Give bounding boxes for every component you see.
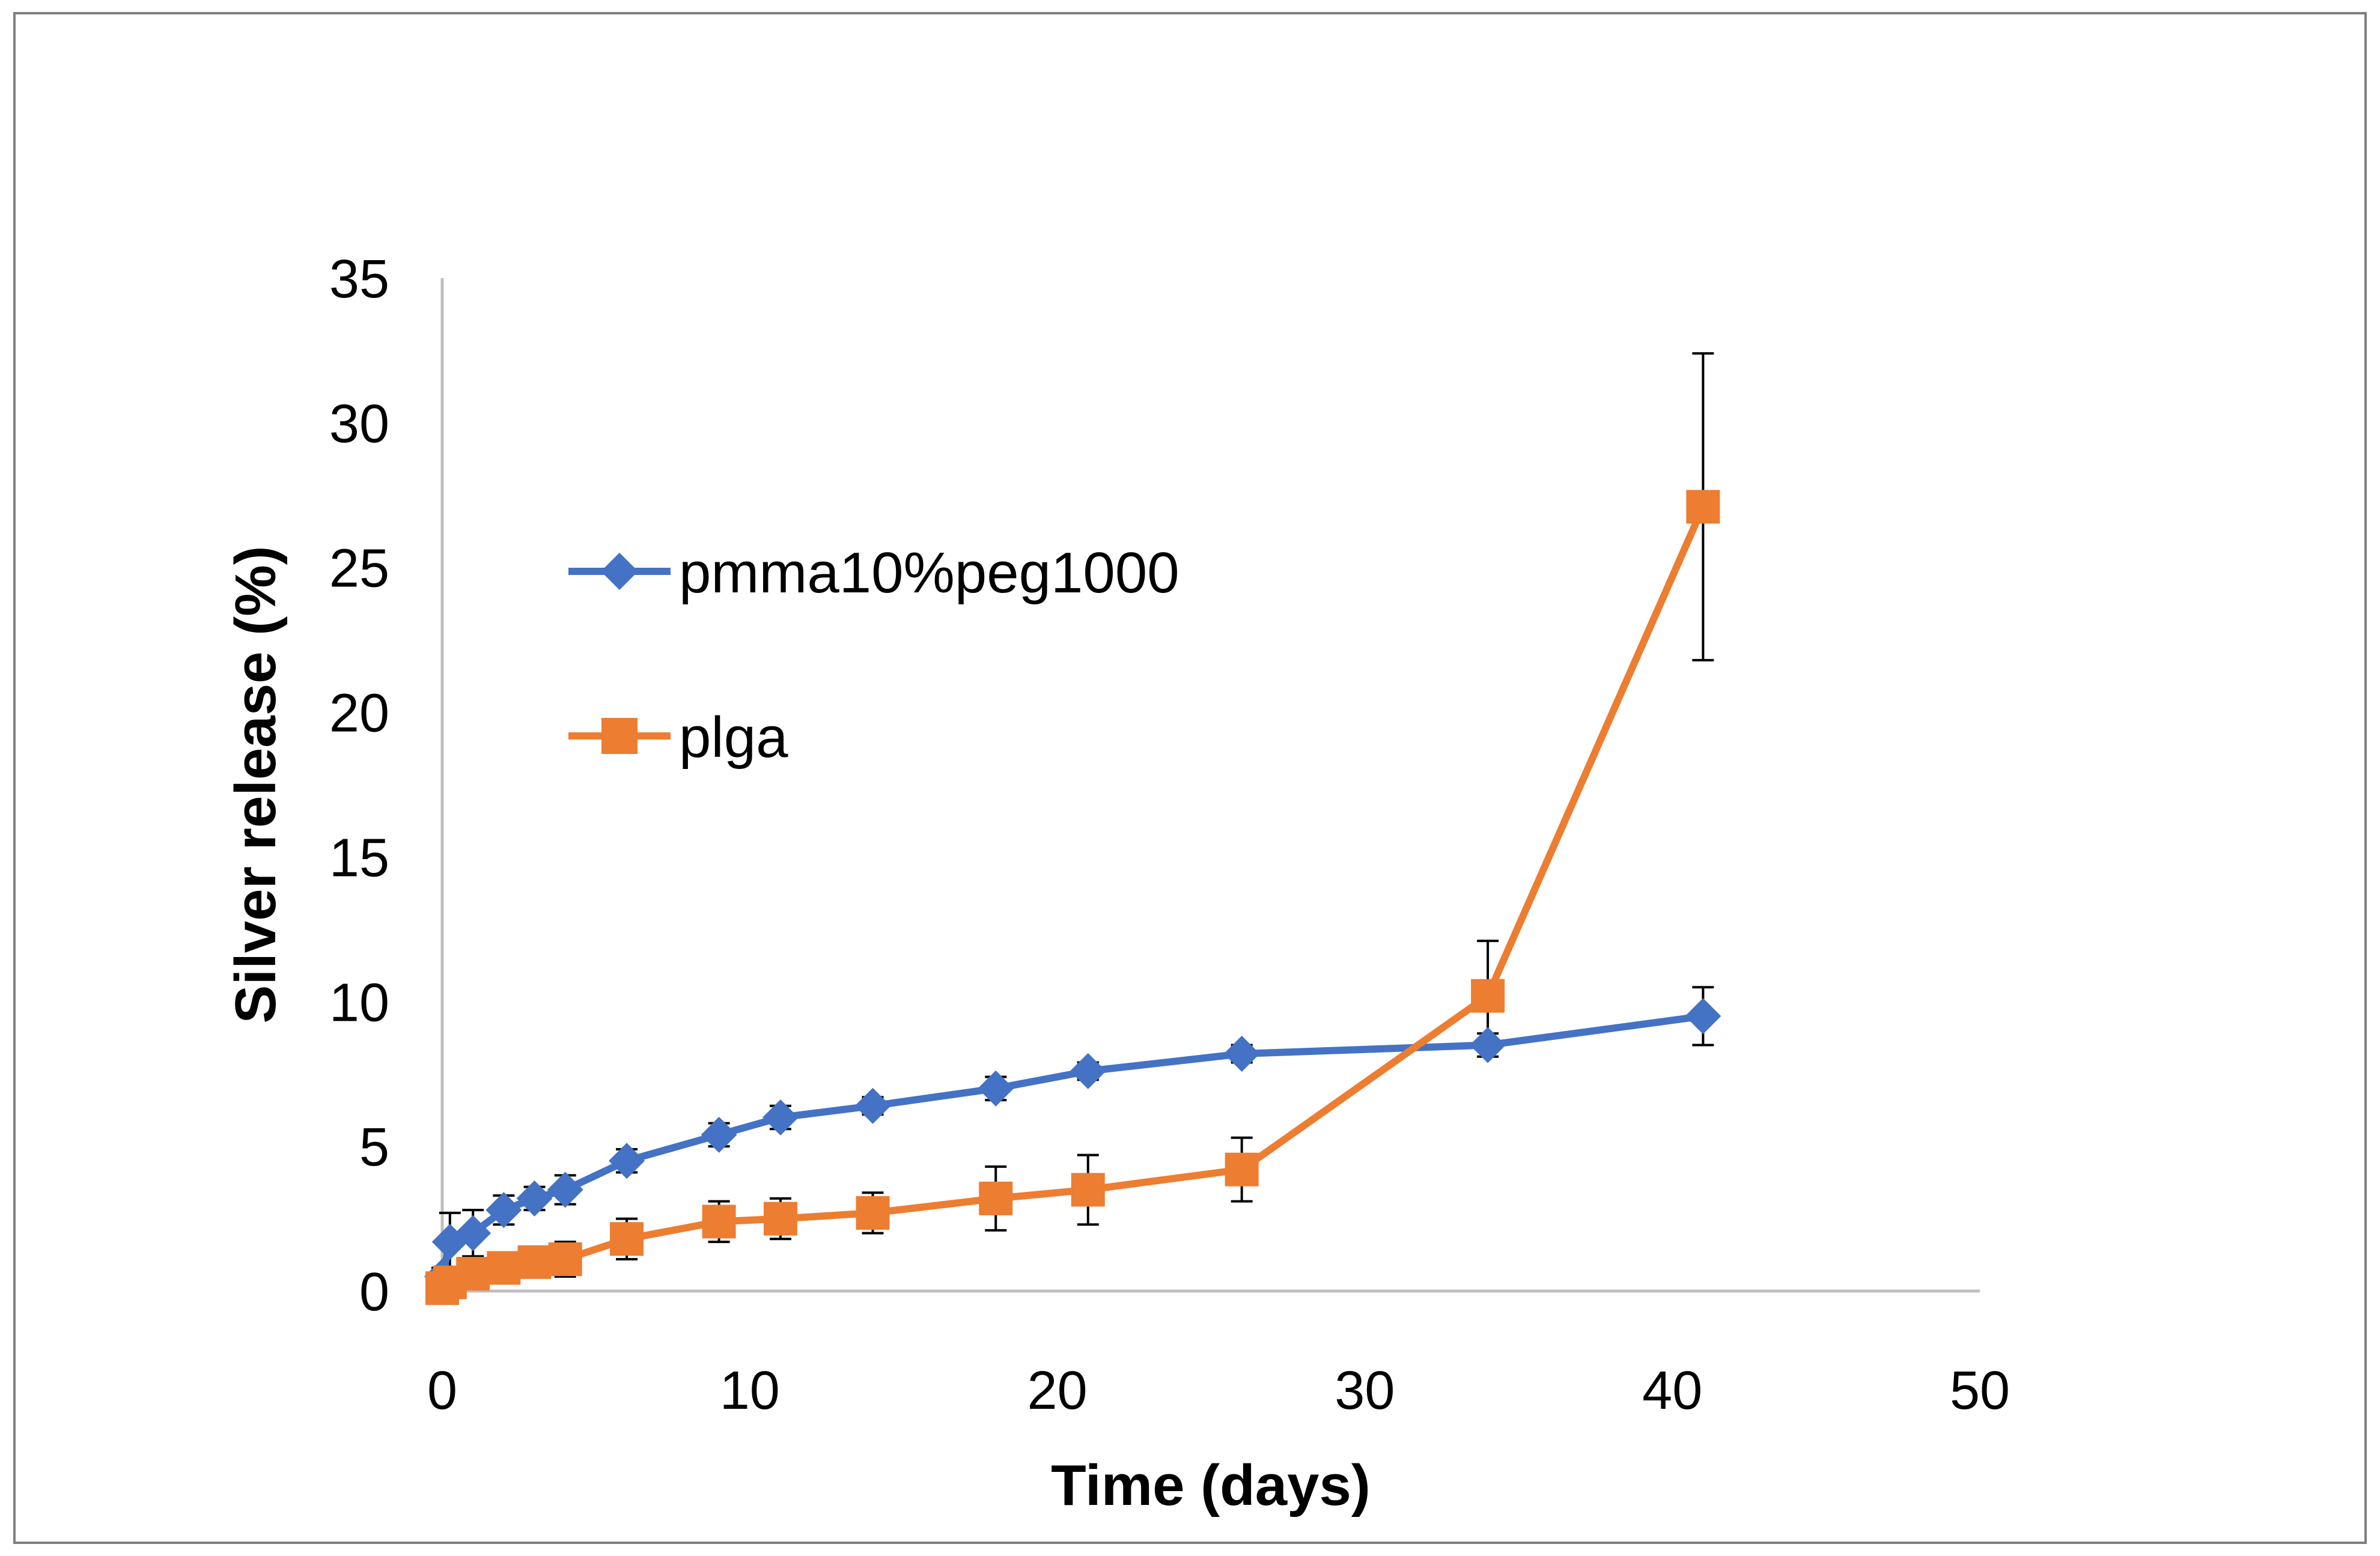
- y-tick-label-25: 25: [329, 539, 389, 599]
- legend-label-plga: plga: [679, 705, 788, 770]
- chart-border: [13, 12, 2367, 1544]
- y-axis-title: Silver release (%): [224, 546, 288, 1023]
- legend-item-plga: plga: [568, 705, 788, 770]
- y-axis-tick-labels: 0 5 10 15 20 25 30 35: [329, 249, 389, 1322]
- point-pmma10-peg1000-3: [485, 1192, 522, 1229]
- x-tick-label-10: 10: [720, 1361, 780, 1421]
- point-plga-8: [763, 1202, 797, 1236]
- x-tick-label-20: 20: [1027, 1361, 1088, 1421]
- point-plga-3: [487, 1251, 521, 1285]
- point-pmma10-peg1000-13: [1470, 1027, 1506, 1063]
- legend: pmma10%peg1000 plga: [568, 541, 1179, 770]
- point-pmma10-peg1000-11: [1070, 1053, 1106, 1089]
- legend-label-pmma10-peg1000: pmma10%peg1000: [679, 541, 1179, 605]
- x-axis-tick-labels: 0 10 20 30 40 50: [427, 1361, 2010, 1421]
- point-pmma10-peg1000-10: [978, 1070, 1014, 1107]
- legend-item-pmma10-peg1000: pmma10%peg1000: [568, 541, 1179, 605]
- point-pmma10-peg1000-8: [762, 1099, 799, 1135]
- y-tick-label-20: 20: [329, 684, 389, 744]
- series-markers: [424, 490, 1721, 1305]
- point-pmma10-peg1000-6: [609, 1143, 645, 1179]
- point-plga-7: [702, 1205, 736, 1239]
- y-tick-label-0: 0: [359, 1262, 389, 1322]
- point-plga-10: [979, 1181, 1013, 1215]
- point-plga-14: [1686, 490, 1720, 524]
- point-pmma10-peg1000-14: [1685, 998, 1721, 1035]
- point-pmma10-peg1000-12: [1223, 1035, 1260, 1072]
- point-plga-13: [1471, 979, 1505, 1013]
- point-plga-12: [1225, 1152, 1259, 1187]
- x-tick-label-30: 30: [1335, 1361, 1395, 1421]
- point-plga-2: [456, 1257, 490, 1291]
- x-tick-label-50: 50: [1950, 1361, 2010, 1421]
- point-plga-11: [1071, 1173, 1105, 1207]
- point-pmma10-peg1000-5: [547, 1172, 583, 1208]
- point-plga-9: [856, 1196, 890, 1230]
- point-plga-6: [610, 1222, 644, 1256]
- point-plga-5: [548, 1242, 582, 1277]
- point-pmma10-peg1000-4: [516, 1180, 553, 1217]
- point-plga-4: [517, 1245, 552, 1279]
- y-tick-label-35: 35: [329, 249, 389, 309]
- y-tick-label-5: 5: [359, 1117, 389, 1178]
- point-pmma10-peg1000-7: [701, 1116, 737, 1153]
- x-tick-label-40: 40: [1642, 1361, 1702, 1421]
- point-pmma10-peg1000-2: [455, 1215, 492, 1251]
- legend-marker-diamond: [601, 553, 638, 590]
- x-tick-label-0: 0: [427, 1361, 457, 1421]
- legend-marker-square: [601, 718, 638, 754]
- y-tick-label-15: 15: [329, 828, 389, 888]
- x-axis-title: Time (days): [1051, 1453, 1371, 1518]
- point-pmma10-peg1000-9: [854, 1087, 891, 1124]
- y-tick-label-10: 10: [329, 973, 389, 1033]
- y-tick-label-30: 30: [329, 394, 389, 454]
